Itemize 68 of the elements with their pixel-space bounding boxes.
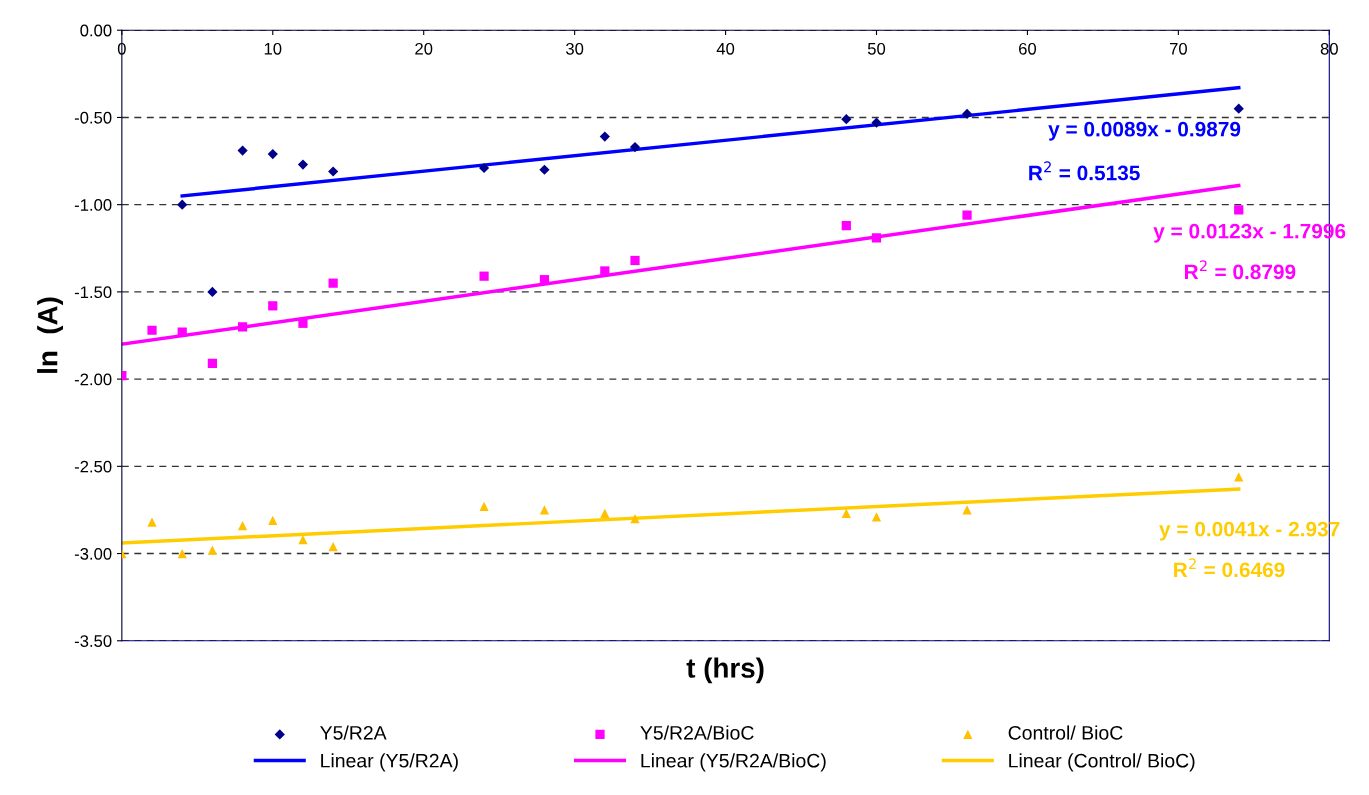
point xyxy=(871,233,882,243)
point xyxy=(871,512,882,522)
x-axis-title: t (hrs) xyxy=(686,657,764,684)
point xyxy=(147,325,157,335)
legend-label: Linear (Control/ BioC) xyxy=(1009,753,1195,772)
legend-label: Control/ BioC xyxy=(1008,725,1123,740)
y-tick-label: -2.00 xyxy=(74,373,112,386)
point xyxy=(961,108,973,120)
x-tick-label: 70 xyxy=(1169,42,1187,55)
point xyxy=(207,358,218,369)
legend-label: Y5/R2A xyxy=(320,725,387,740)
annotation: R$^{2}$ = 0.5135 xyxy=(1029,161,1140,181)
point xyxy=(328,541,338,552)
point xyxy=(328,166,339,177)
point xyxy=(599,131,610,142)
point xyxy=(147,517,157,527)
point xyxy=(207,286,218,297)
y-tick-label: -0.50 xyxy=(74,111,112,124)
point xyxy=(268,301,278,311)
point xyxy=(600,508,610,519)
x-tick-label: 10 xyxy=(264,42,282,55)
point xyxy=(539,164,550,175)
point xyxy=(268,515,278,526)
point xyxy=(328,278,338,288)
x-tick-label: 50 xyxy=(867,42,886,55)
point xyxy=(478,162,490,174)
point xyxy=(237,145,248,156)
point xyxy=(207,545,218,555)
annotation: y = 0.0089x - 0.9879 xyxy=(1048,121,1241,141)
point xyxy=(297,159,309,170)
point xyxy=(479,501,489,512)
annotation: R$^{2}$ = 0.8799 xyxy=(1184,260,1296,280)
y-tick-label: -1.00 xyxy=(74,199,112,211)
point xyxy=(600,266,610,276)
annotation: R$^{2}$ = 0.6469 xyxy=(1174,558,1285,578)
point xyxy=(177,199,188,210)
y-tick-label: -1.50 xyxy=(74,286,112,299)
legend-label: Y5/R2A/BioC xyxy=(640,725,754,740)
point xyxy=(629,141,641,153)
point xyxy=(298,318,308,328)
x-tick-label: 40 xyxy=(716,42,735,55)
point xyxy=(237,521,248,531)
point xyxy=(177,548,187,559)
point xyxy=(871,117,882,128)
point xyxy=(1233,103,1244,114)
legend-label: Linear (Y5/R2A) xyxy=(321,753,458,772)
point xyxy=(630,255,640,266)
y-tick-label: -3.00 xyxy=(74,547,112,560)
point xyxy=(1234,205,1244,215)
y-tick-label: 0.00 xyxy=(80,24,112,37)
point xyxy=(841,114,852,125)
point xyxy=(479,271,489,281)
point xyxy=(539,505,550,515)
legend-label: Linear (Y5/R2A/BioC) xyxy=(641,753,826,772)
x-tick-label: 20 xyxy=(415,42,433,55)
point xyxy=(237,322,248,332)
point xyxy=(841,220,851,231)
x-tick-label: 30 xyxy=(566,42,584,55)
y-tick-label: -2.50 xyxy=(74,460,112,473)
point xyxy=(630,514,640,524)
point xyxy=(177,327,187,337)
y-axis-title: ln (A) xyxy=(37,297,64,373)
x-tick-label: 60 xyxy=(1019,42,1037,55)
point xyxy=(962,505,972,515)
point xyxy=(267,148,278,160)
y-tick-label: -3.50 xyxy=(74,635,112,647)
point xyxy=(841,508,851,519)
point xyxy=(962,210,972,220)
